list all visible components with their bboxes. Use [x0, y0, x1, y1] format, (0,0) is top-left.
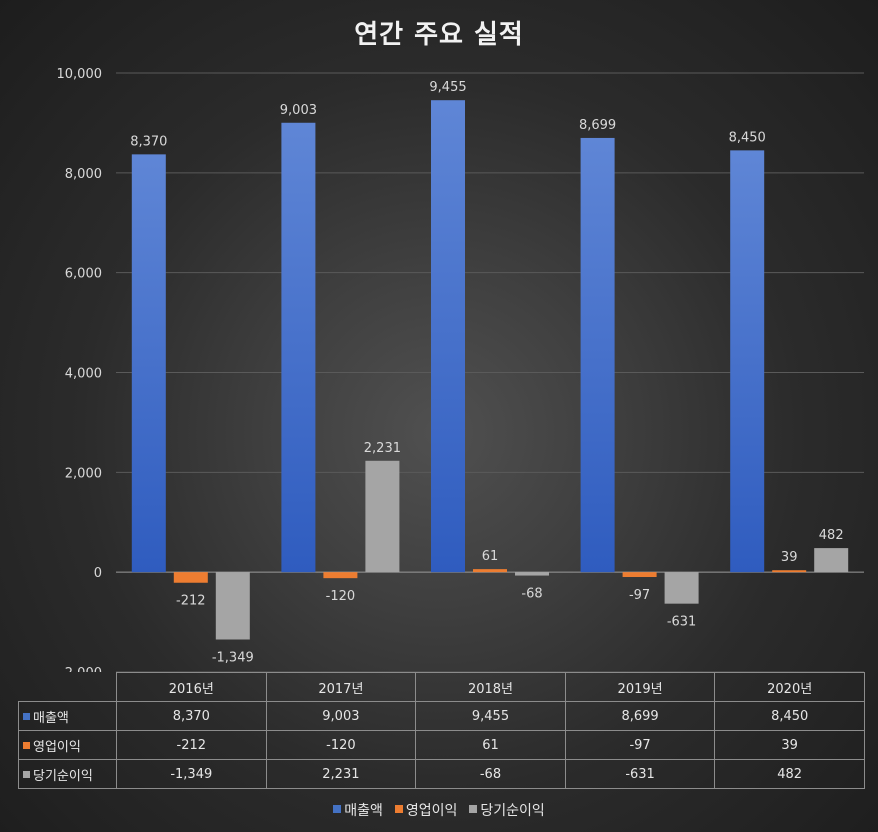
chart-plot: -2,000 0 2,000 4,000 6,000 8,000 10,000 8,370 -… [57, 67, 864, 672]
table-header-cell: 2016년 [116, 672, 267, 702]
chart-title: 연간 주요 실적 [354, 20, 524, 50]
table-series-label: 영업이익 [18, 730, 117, 760]
table-cell: 9,003 [265, 701, 417, 731]
series-swatch-icon [23, 741, 30, 749]
table-header-cell: 2018년 [415, 672, 566, 702]
data-label: -212 [176, 594, 206, 609]
bar-영업이익-2020년 [772, 570, 807, 573]
table-row: 영업이익 -212 -120 61 -97 39 [18, 730, 865, 760]
data-label: 8,370 [130, 134, 167, 149]
table-cell: -68 [415, 759, 566, 789]
bar-매출액-2020년 [730, 150, 765, 573]
data-label: -97 [629, 588, 650, 603]
bar-당기순이익-2020년 [814, 548, 849, 573]
data-label: 8,699 [579, 118, 616, 133]
legend-swatch-icon [469, 805, 478, 813]
table-series-label: 당기순이익 [18, 759, 117, 789]
y-tick-label: 6,000 [65, 267, 102, 282]
bar-매출액-2017년 [281, 122, 316, 573]
table-header-cell: 2019년 [564, 672, 716, 702]
data-label: 482 [819, 528, 844, 543]
table-cell: -120 [265, 730, 417, 760]
data-label: 9,455 [429, 80, 466, 95]
bar-매출액-2018년 [431, 100, 465, 573]
bar-영업이익-2017년 [323, 572, 358, 579]
table-row: 매출액 8,370 9,003 9,455 8,699 8,450 [18, 701, 865, 731]
data-label: 61 [482, 549, 499, 564]
y-tick-label: 8,000 [65, 167, 102, 182]
data-label: -120 [326, 589, 356, 604]
bar-당기순이익-2019년 [664, 572, 699, 604]
y-tick-label: 2,000 [65, 466, 102, 481]
data-label: 8,450 [729, 130, 766, 145]
table-cell: -97 [564, 730, 716, 760]
table-cell: 8,450 [714, 701, 865, 731]
bar-영업이익-2019년 [622, 572, 657, 578]
bar-당기순이익-2016년 [215, 572, 250, 640]
legend-swatch-icon [394, 805, 403, 813]
table-cell: 482 [714, 759, 865, 789]
bar-매출액-2019년 [580, 137, 615, 573]
data-table: 2016년 2017년 2018년 2019년 2020년 매출액 8,370 9,003 9,… [18, 672, 865, 789]
data-label: -1,349 [212, 651, 254, 666]
y-tick-label: -2,000 [60, 666, 102, 672]
table-row: 당기순이익 -1,349 2,231 -68 -631 482 [18, 759, 865, 789]
table-cell: -631 [564, 759, 716, 789]
series-swatch-icon [23, 712, 30, 720]
table-cell: 61 [415, 730, 566, 760]
y-tick-label: 0 [94, 566, 102, 581]
data-label: 2,231 [364, 441, 401, 456]
table-cell: -1,349 [116, 759, 267, 789]
data-labels: 8,370 -212 -1,349 9,003 -120 2,231 9,455 61 -68 8… [130, 80, 843, 665]
bar-당기순이익-2018년 [515, 572, 549, 576]
data-label: 39 [781, 550, 798, 565]
table-header-cell: 2020년 [714, 672, 865, 702]
legend-item: 영업이익 [394, 800, 457, 820]
legend-item: 매출액 [333, 800, 383, 820]
series-swatch-icon [23, 770, 30, 778]
table-header-cell: 2017년 [265, 672, 417, 702]
table-cell: 8,370 [116, 701, 267, 731]
bar-영업이익-2016년 [173, 572, 208, 583]
bar-영업이익-2018년 [473, 569, 507, 573]
y-tick-label: 10,000 [57, 67, 103, 82]
legend-swatch-icon [333, 805, 342, 813]
y-tick-label: 4,000 [65, 367, 102, 382]
table-cell: 9,455 [415, 701, 566, 731]
table-cell: 2,231 [265, 759, 417, 789]
legend-item: 당기순이익 [469, 800, 545, 820]
table-cell: -212 [116, 730, 267, 760]
table-series-label: 매출액 [18, 701, 117, 731]
bars [131, 100, 849, 640]
data-label: 9,003 [280, 103, 317, 118]
table-cell: 39 [714, 730, 865, 760]
data-label: -68 [521, 587, 542, 602]
table-corner [19, 673, 117, 702]
legend: 매출액 영업이익 당기순이익 [0, 800, 878, 820]
bar-당기순이익-2017년 [365, 460, 400, 573]
data-label: -631 [667, 615, 697, 630]
bar-매출액-2016년 [131, 154, 166, 573]
table-cell: 8,699 [564, 701, 716, 731]
